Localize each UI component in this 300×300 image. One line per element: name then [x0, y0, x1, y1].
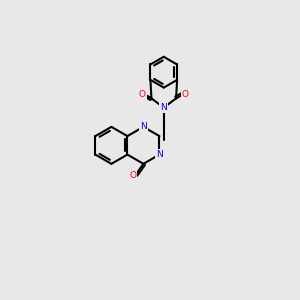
- Text: O: O: [129, 171, 136, 180]
- Text: O: O: [182, 90, 189, 99]
- Text: O: O: [139, 90, 146, 99]
- Text: N: N: [156, 150, 163, 159]
- Text: N: N: [160, 103, 167, 112]
- Text: N: N: [140, 122, 147, 131]
